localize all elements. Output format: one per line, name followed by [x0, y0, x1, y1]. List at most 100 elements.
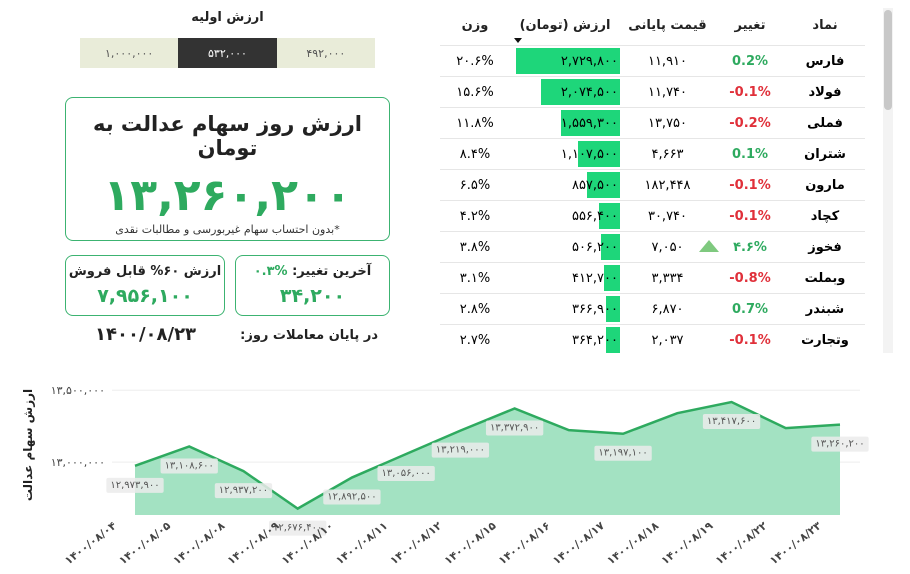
table-cell: فخوز [785, 231, 865, 263]
value-bar [577, 141, 620, 167]
table-cell: فولاد [785, 76, 865, 108]
table-cell: ۲۰.۶% [440, 45, 510, 77]
x-tick-label: ۱۴۰۰/۰۸/۱۹ [659, 519, 716, 567]
price: ۳,۳۳۴ [651, 270, 684, 286]
table-cell: ۳.۱% [440, 262, 510, 294]
toggle-option[interactable]: ۴۹۲,۰۰۰ [276, 38, 375, 68]
as-of-date: ۱۴۰۰/۰۸/۲۳ [95, 324, 197, 345]
weight: ۲.۷% [459, 332, 491, 348]
value: ۸۵۷,۵۰۰ [571, 177, 618, 193]
value-label-bg [269, 520, 327, 536]
last-change-card: آخرین تغییر: ۰.۳% ۳۴,۲۰۰ [235, 255, 390, 316]
value-label: ۱۳,۰۵۶,۰۰۰ [381, 468, 430, 479]
value-label-bg [106, 477, 164, 493]
summary-title: ارزش روز سهام عدالت به تومان [92, 112, 363, 160]
value: ۱,۵۵۹,۳۰۰ [560, 115, 618, 131]
table-cell: ۲,۰۳۷ [620, 324, 715, 355]
value-label-bg [377, 466, 435, 482]
scrollbar-thumb[interactable] [884, 10, 892, 110]
symbol: فملی [807, 115, 843, 131]
change: -0.1% [729, 332, 771, 348]
value-label: ۱۲,۹۳۷,۲۰۰ [219, 485, 268, 496]
value-label-bg [323, 489, 381, 505]
table-cell: ۴۱۲,۷۰۰ [510, 262, 620, 294]
column-header[interactable]: قیمت پایانی [620, 5, 715, 46]
column-header[interactable]: تغییر [715, 5, 785, 46]
value-label-bg [431, 442, 490, 458]
up-icon [699, 240, 719, 252]
x-tick-label: ۱۴۰۰/۰۸/۲۲ [713, 519, 770, 567]
weight: ۳.۱% [459, 270, 491, 286]
toggle-option[interactable]: ۱,۰۰۰,۰۰۰ [80, 38, 179, 68]
price: ۱۳,۷۵۰ [647, 115, 688, 131]
table-cell: شتران [785, 138, 865, 170]
last-change-value: ۳۴,۲۰۰ [279, 285, 346, 307]
weight: ۶.۵% [459, 177, 491, 193]
change: 0.2% [731, 53, 769, 69]
x-tick-label: ۱۴۰۰/۰۸/۰۸ [171, 519, 228, 567]
x-tick-label: ۱۴۰۰/۰۸/۱۱ [333, 519, 390, 567]
value-label-bg [594, 445, 652, 461]
value-bar [516, 48, 620, 74]
change: -0.1% [729, 84, 771, 100]
table-cell: -0.1% [715, 169, 785, 201]
toggle-option[interactable]: ۵۳۲,۰۰۰ [178, 38, 277, 68]
initial-value-toggle: ۱,۰۰۰,۰۰۰ ۵۳۲,۰۰۰ ۴۹۲,۰۰۰ [80, 38, 375, 68]
value: ۳۶۴,۲۰۰ [571, 332, 618, 348]
table-cell: 0.7% [715, 293, 785, 325]
value: ۳۶۶,۹۰۰ [571, 301, 618, 317]
value-label: ۱۲,۹۷۳,۹۰۰ [110, 480, 159, 491]
column-header[interactable]: ارزش (تومان) [510, 5, 620, 46]
change: -0.1% [729, 177, 771, 193]
value-label-bg [160, 458, 218, 474]
table-cell: ۴,۶۶۳ [620, 138, 715, 170]
weight: ۲.۸% [459, 301, 491, 317]
symbol: مارون [805, 177, 845, 193]
column-header[interactable]: نماد [785, 5, 865, 46]
symbol: فخوز [808, 239, 842, 255]
weight: ۱۱.۸% [456, 115, 494, 131]
table-cell: ۳۶۴,۲۰۰ [510, 324, 620, 355]
price: ۳۰,۷۴۰ [647, 208, 688, 224]
table-cell: ۷,۰۵۰ [620, 231, 715, 263]
value-label-bg [811, 436, 869, 452]
header-text: قیمت پایانی [628, 17, 707, 33]
table-cell: ۱۱,۹۱۰ [620, 45, 715, 77]
value-label: ۱۳,۳۷۲,۹۰۰ [490, 422, 539, 433]
value: ۲,۷۲۹,۸۰۰ [560, 53, 618, 69]
value-label: ۱۲,۸۹۲,۵۰۰ [327, 492, 376, 503]
column-header[interactable]: وزن [440, 5, 510, 46]
table-cell: ۳,۳۳۴ [620, 262, 715, 294]
value-bar [560, 110, 620, 136]
weight: ۳.۸% [459, 239, 491, 255]
change: 0.7% [731, 301, 769, 317]
x-tick-label: ۱۴۰۰/۰۸/۱۸ [604, 519, 661, 567]
value-label: ۱۲,۶۷۶,۴۰۰ [273, 523, 322, 534]
table-cell: ۱,۵۵۹,۳۰۰ [510, 107, 620, 139]
symbol: شتران [804, 146, 846, 162]
weight: ۲۰.۶% [456, 53, 494, 69]
table-cell: وتجارت [785, 324, 865, 355]
sellable-card: ارزش ۶۰% قابل فروش ۷,۹۵۶,۱۰۰ [65, 255, 225, 316]
as-of-label: در پایان معاملات روز: [240, 328, 378, 343]
x-tick-label: ۱۴۰۰/۰۸/۱۷ [550, 519, 607, 567]
symbol: فولاد [808, 84, 842, 100]
change: -0.8% [729, 270, 771, 286]
value-label: ۱۳,۱۰۸,۶۰۰ [165, 460, 214, 471]
table-row: فارس 0.2% ۱۱,۹۱۰ ۲,۷۲۹,۸۰۰ ۲۰.۶% [440, 45, 865, 77]
table-cell: -0.8% [715, 262, 785, 294]
table-cell: وبملت [785, 262, 865, 294]
value: ۲,۰۷۴,۵۰۰ [560, 84, 618, 100]
last-change-label: آخرین تغییر: [292, 264, 372, 279]
summary-card: ارزش روز سهام عدالت به تومان ۱۳,۲۶۰,۲۰۰ … [65, 97, 390, 241]
price: ۴,۶۶۳ [651, 146, 684, 162]
value-bar [587, 172, 620, 198]
table-cell: 0.2% [715, 45, 785, 77]
area [135, 402, 840, 515]
table-cell: ۱۱.۸% [440, 107, 510, 139]
table-cell: ۵۰۶,۲۰۰ [510, 231, 620, 263]
table-row: وتجارت -0.1% ۲,۰۳۷ ۳۶۴,۲۰۰ ۲.۷% [440, 324, 865, 355]
table-cell: ۳۶۶,۹۰۰ [510, 293, 620, 325]
value: ۱,۱۰۷,۵۰۰ [560, 146, 618, 162]
